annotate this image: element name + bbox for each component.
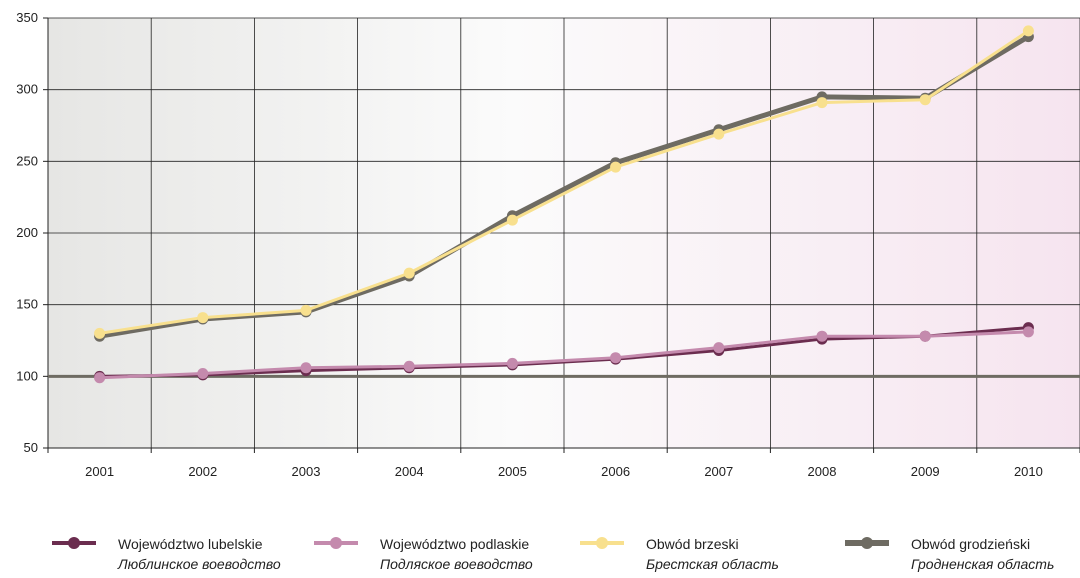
series-1 <box>94 326 1034 384</box>
series-1-point-2008 <box>816 330 828 342</box>
legend-sublabel-0: Люблинское воеводство <box>118 556 281 572</box>
series-1-point-2010 <box>1022 326 1034 338</box>
series-3 <box>94 25 1034 339</box>
legend-text-2: Obwód grodzieński Гродненская область <box>911 534 1054 574</box>
axes <box>43 17 1080 453</box>
series-1-point-2001 <box>94 372 106 384</box>
y-tick-label-300: 300 <box>16 82 38 97</box>
legend-text-1: Województwo podlaskie Подляское воеводств… <box>380 534 533 574</box>
legend-swatch-0 <box>52 537 96 549</box>
series-1-point-2002 <box>197 367 209 379</box>
x-tick-label-2007: 2007 <box>704 464 733 479</box>
x-tick-label-2009: 2009 <box>911 464 940 479</box>
y-tick-label-200: 200 <box>16 225 38 240</box>
x-tick-label-2010: 2010 <box>1014 464 1043 479</box>
tick-labels: 50 100 150 200 250 300 350 2001 2002 2003 2004 2005… <box>16 10 1043 479</box>
legend-sublabel-1: Подляское воеводство <box>380 556 533 572</box>
legend-sublabel-2: Гродненская область <box>911 556 1055 572</box>
series-1-point-2004 <box>403 360 415 372</box>
series-line-3 <box>99 29 1030 335</box>
y-tick-label-50: 50 <box>24 440 38 455</box>
series-1-point-2006 <box>610 352 622 364</box>
legend-swatch-2 <box>845 537 889 549</box>
x-tick-label-2006: 2006 <box>601 464 630 479</box>
y-tick-label-150: 150 <box>16 297 38 312</box>
x-tick-label-2001: 2001 <box>85 464 114 479</box>
series-3-point-2008 <box>816 97 828 109</box>
series-1-point-2005 <box>506 357 518 369</box>
legend-sublabel-3: Брестская область <box>646 556 779 572</box>
x-tick-label-2004: 2004 <box>395 464 424 479</box>
legend-text-0: Województwo lubelskie Люблинское воеводст… <box>118 534 281 574</box>
series-3-point-2003 <box>300 304 312 316</box>
legend-swatch-marker-0 <box>68 537 80 549</box>
series-3-point-2001 <box>94 327 106 339</box>
series-3-point-2006 <box>610 161 622 173</box>
y-tick-label-350: 350 <box>16 10 38 25</box>
legend-label-0: Województwo lubelskie <box>118 536 263 552</box>
series-3-point-2009 <box>919 94 931 106</box>
y-tick-label-250: 250 <box>16 153 38 168</box>
legend-swatch-3 <box>580 537 624 549</box>
legend-swatch-marker-2 <box>861 537 873 549</box>
series-1-point-2009 <box>919 330 931 342</box>
y-tick-label-100: 100 <box>16 368 38 383</box>
series-lines <box>94 25 1034 384</box>
x-tick-label-2005: 2005 <box>498 464 527 479</box>
x-tick-label-2003: 2003 <box>292 464 321 479</box>
series-3-point-2002 <box>197 312 209 324</box>
series-3-point-2010 <box>1022 25 1034 37</box>
series-3-point-2005 <box>506 214 518 226</box>
legend-swatch-marker-3 <box>596 537 608 549</box>
legend-label-3: Obwód brzeski <box>646 536 739 552</box>
series-3-point-2007 <box>713 128 725 140</box>
legend-text-3: Obwód brzeski Брестская область <box>646 534 779 574</box>
series-1-point-2007 <box>713 342 725 354</box>
legend: Województwo lubelskie Люблинское воеводст… <box>0 534 1080 578</box>
legend-label-2: Obwód grodzieński <box>911 536 1031 552</box>
legend-swatch-1 <box>314 537 358 549</box>
legend-label-1: Województwo podlaskie <box>380 536 530 552</box>
series-3-point-2004 <box>403 267 415 279</box>
x-tick-label-2002: 2002 <box>188 464 217 479</box>
x-tick-label-2008: 2008 <box>808 464 837 479</box>
line-chart: 50 100 150 200 250 300 350 2001 2002 2003 2004 2005… <box>16 10 1080 479</box>
series-1-point-2003 <box>300 362 312 374</box>
series-line-1 <box>99 330 1029 380</box>
legend-swatch-marker-1 <box>330 537 342 549</box>
